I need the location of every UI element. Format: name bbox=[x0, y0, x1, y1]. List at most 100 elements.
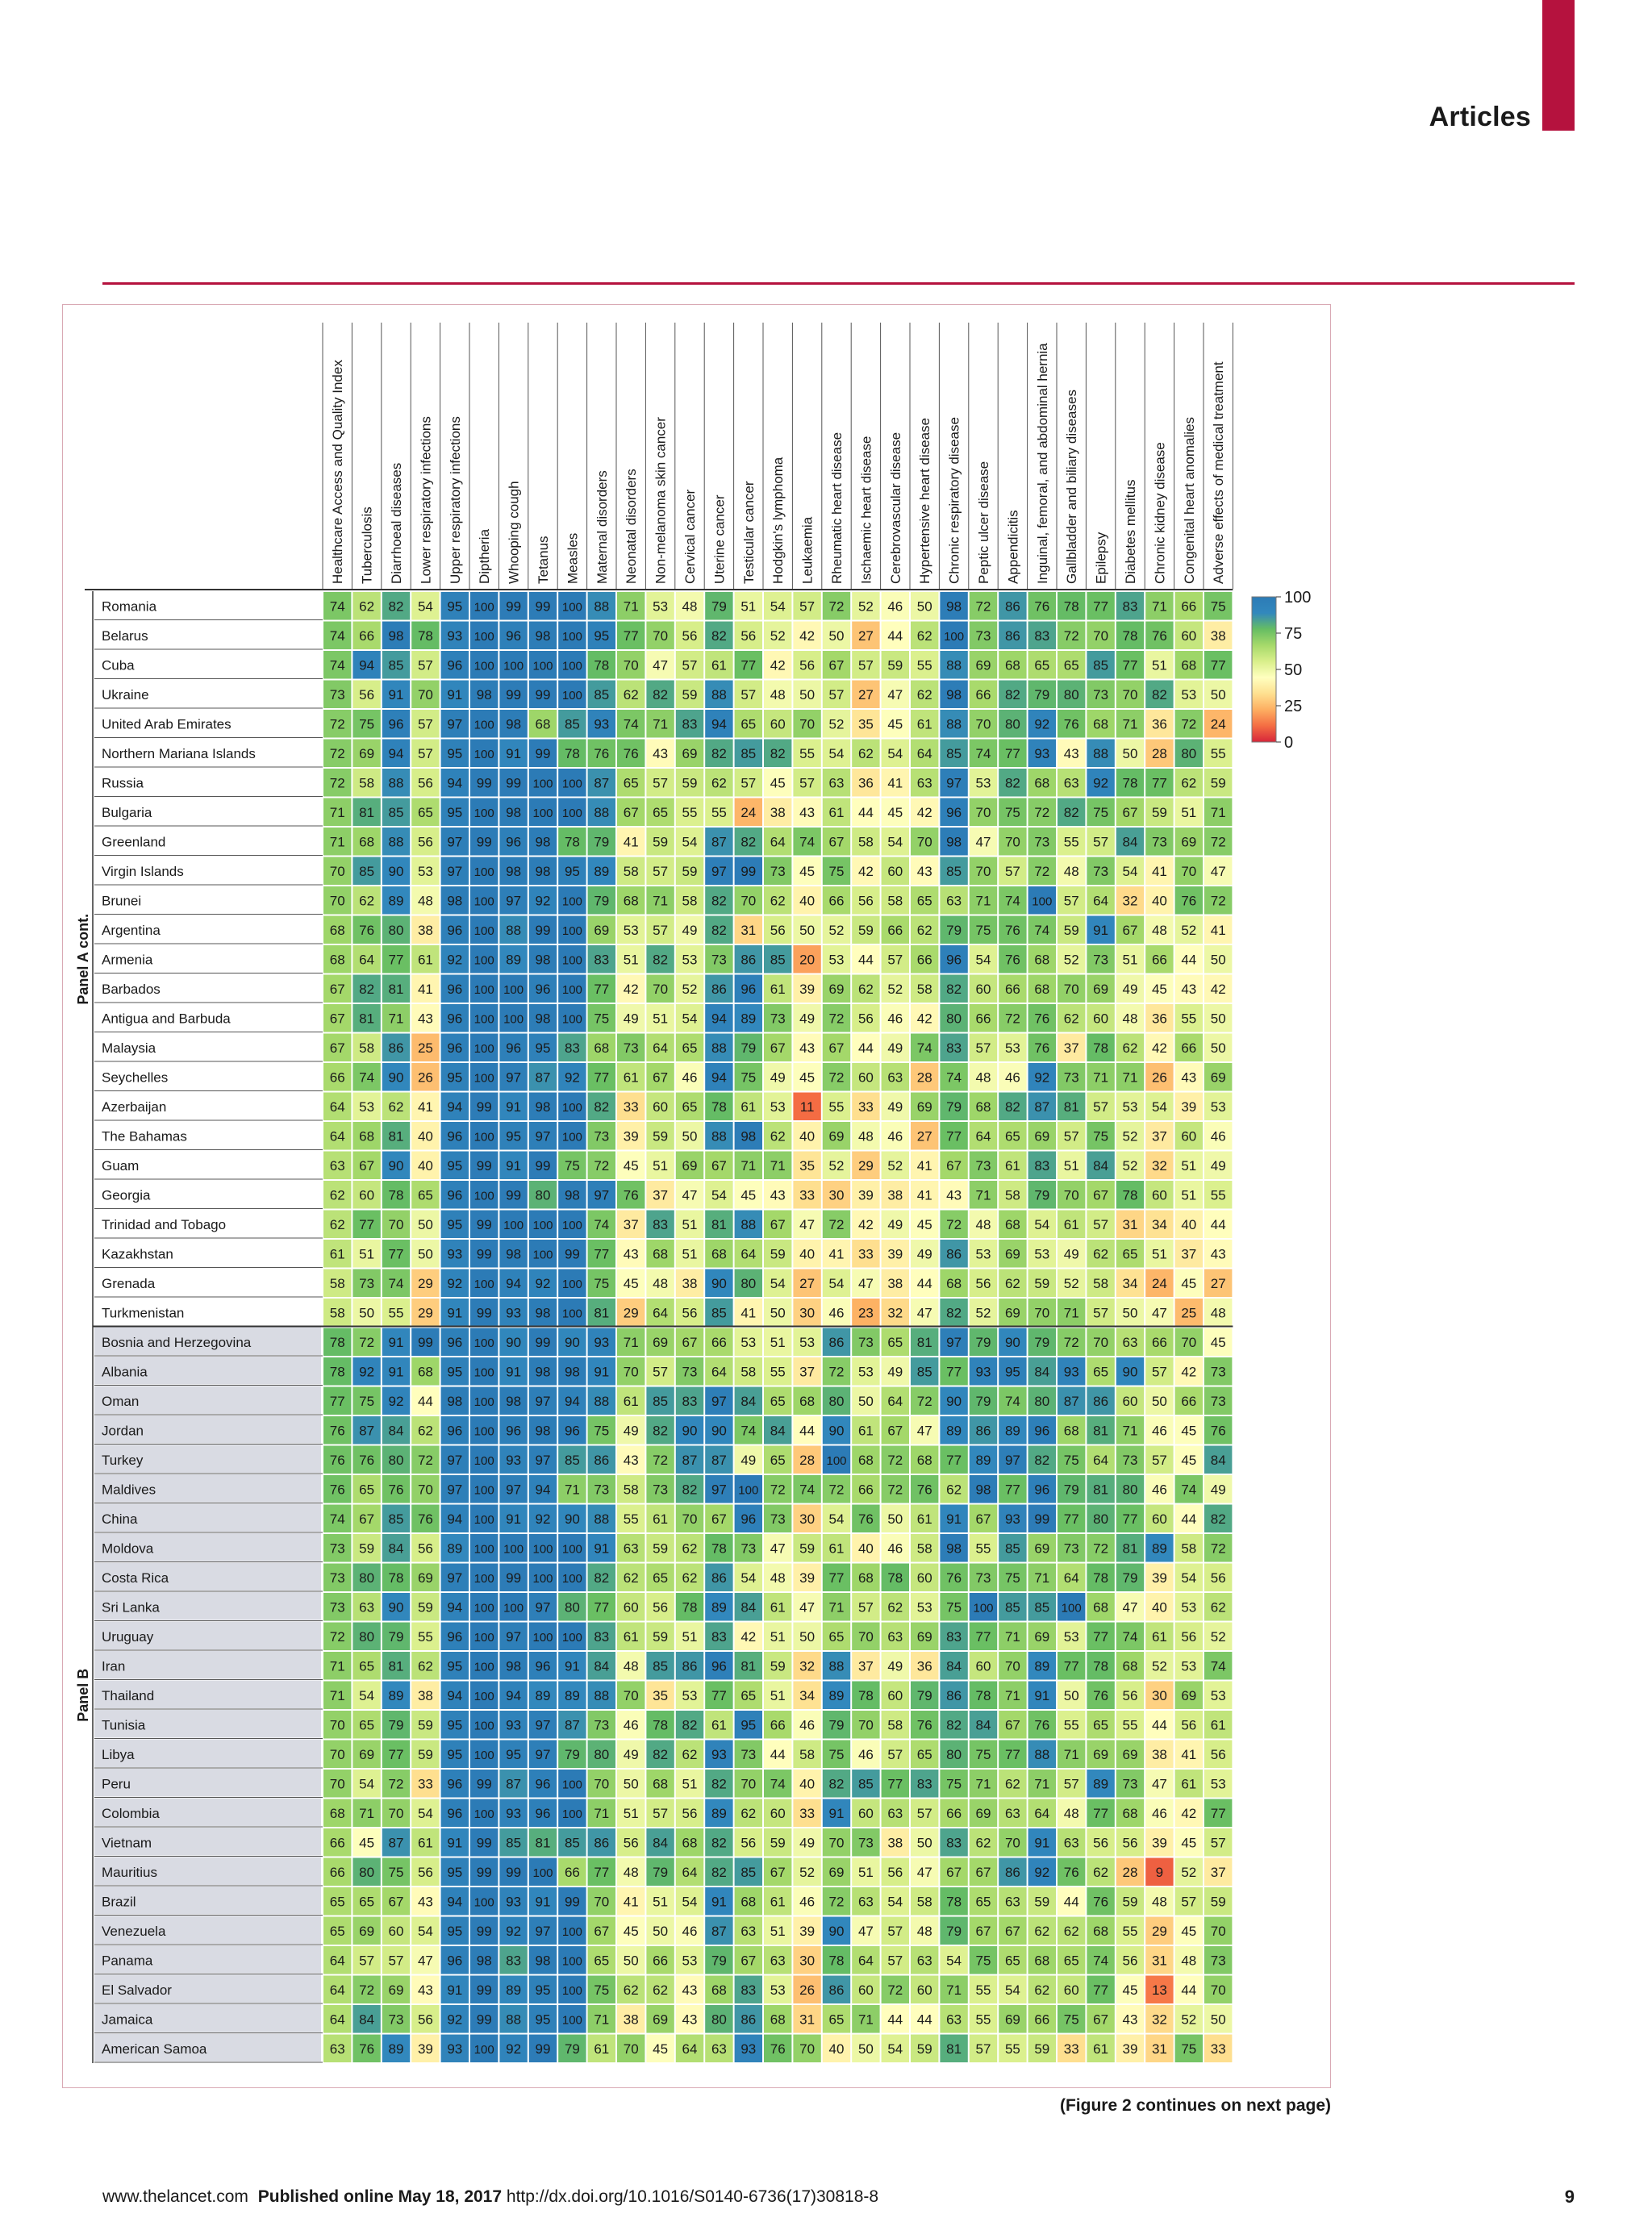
cell-value: 62 bbox=[624, 1570, 639, 1586]
heat-cell bbox=[939, 886, 969, 915]
heat-cell bbox=[557, 1533, 587, 1563]
heat-cell bbox=[733, 1769, 763, 1799]
cell-value: 62 bbox=[887, 1599, 903, 1615]
cell-value: 37 bbox=[1152, 1128, 1167, 1144]
heat-cell bbox=[499, 1739, 528, 1769]
cell-value: 45 bbox=[799, 1069, 815, 1085]
heat-cell bbox=[733, 1121, 763, 1151]
cell-value: 77 bbox=[1093, 598, 1108, 614]
heat-cell bbox=[1174, 768, 1204, 798]
cell-value: 68 bbox=[1093, 1924, 1108, 1939]
cell-value: 57 bbox=[887, 1747, 903, 1762]
cell-value: 57 bbox=[858, 1599, 874, 1615]
heat-cell bbox=[968, 1974, 999, 2004]
heat-cell bbox=[763, 768, 793, 798]
heat-cell bbox=[586, 1209, 616, 1239]
cell-value: 100 bbox=[562, 2013, 582, 2027]
cell-value: 69 bbox=[1034, 1629, 1049, 1645]
heat-cell bbox=[998, 1121, 1028, 1151]
heat-cell bbox=[998, 1621, 1028, 1651]
heat-cell bbox=[499, 944, 528, 974]
cell-value: 76 bbox=[858, 1511, 874, 1527]
heat-cell bbox=[323, 1562, 353, 1592]
cell-value: 44 bbox=[1181, 1982, 1196, 1998]
heat-cell bbox=[821, 827, 852, 857]
cell-value: 43 bbox=[1064, 746, 1079, 761]
cell-value: 81 bbox=[1093, 1482, 1108, 1497]
cell-value: 62 bbox=[1211, 1599, 1226, 1615]
cell-value: 63 bbox=[1064, 1835, 1079, 1850]
heat-cell bbox=[910, 1474, 940, 1504]
table-row: Iran 71 65 81 62 95 100 98 96 91 84 48 85 86 96 81 59 32 8… bbox=[94, 1651, 1233, 1681]
cell-value: 33 bbox=[1211, 2041, 1226, 2057]
heat-cell bbox=[440, 1739, 469, 1769]
heat-cell bbox=[323, 1386, 353, 1415]
heat-cell bbox=[674, 1592, 705, 1622]
heat-cell bbox=[1145, 1268, 1174, 1298]
column-header: Tetanus bbox=[536, 536, 551, 584]
cell-value: 62 bbox=[1064, 1011, 1079, 1026]
heat-cell bbox=[792, 1887, 822, 1916]
cell-value: 57 bbox=[799, 775, 815, 790]
row-label-shade bbox=[94, 1651, 321, 1679]
heat-cell bbox=[528, 768, 558, 798]
heat-cell bbox=[469, 1503, 499, 1533]
cell-value: 72 bbox=[1034, 805, 1049, 820]
cell-value: 100 bbox=[562, 1572, 582, 1586]
cell-value: 65 bbox=[1005, 1953, 1020, 1968]
cell-value: 38 bbox=[624, 2012, 639, 2027]
heat-cell bbox=[733, 1180, 763, 1210]
cell-value: 40 bbox=[1152, 893, 1167, 908]
cell-value: 57 bbox=[389, 1953, 404, 1968]
cell-value: 49 bbox=[624, 1423, 639, 1438]
footer-doi[interactable]: http://dx.doi.org/10.1016/S0140-6736(17)… bbox=[506, 2187, 879, 2206]
heat-cell bbox=[821, 1621, 852, 1651]
heat-cell bbox=[1057, 1503, 1087, 1533]
heat-cell bbox=[440, 1503, 469, 1533]
heat-cell bbox=[1057, 1121, 1087, 1151]
heat-cell bbox=[528, 738, 558, 768]
heat-cell bbox=[821, 2033, 852, 2063]
cell-value: 35 bbox=[799, 1158, 815, 1174]
row-label: Armenia bbox=[102, 952, 153, 967]
heat-cell bbox=[352, 1474, 382, 1504]
heat-cell bbox=[1086, 1327, 1116, 1357]
cell-value: 97 bbox=[946, 775, 962, 790]
heat-cell bbox=[1086, 1298, 1116, 1328]
heat-cell bbox=[998, 1474, 1028, 1504]
cell-value: 50 bbox=[1064, 1688, 1079, 1703]
heat-cell bbox=[998, 1592, 1028, 1622]
heat-cell bbox=[968, 856, 999, 886]
cell-value: 72 bbox=[829, 1217, 845, 1232]
heat-cell bbox=[880, 1621, 910, 1651]
cell-value: 99 bbox=[477, 2012, 492, 2027]
cell-value: 42 bbox=[1181, 1364, 1196, 1379]
heat-cell bbox=[1057, 1327, 1087, 1357]
heat-cell bbox=[557, 1974, 587, 2004]
cell-value: 89 bbox=[946, 1423, 962, 1438]
footer-site[interactable]: www.thelancet.com bbox=[102, 2187, 248, 2206]
heat-cell bbox=[880, 679, 910, 709]
heat-cell bbox=[763, 1091, 793, 1121]
cell-value: 70 bbox=[1034, 1305, 1049, 1320]
cell-value: 62 bbox=[917, 628, 932, 644]
column-header: Lower respiratory infections bbox=[418, 416, 433, 584]
heat-cell bbox=[704, 1268, 734, 1298]
cell-value: 50 bbox=[1211, 1040, 1226, 1056]
cell-value: 88 bbox=[711, 1040, 727, 1056]
heat-cell bbox=[792, 1239, 822, 1269]
cell-value: 75 bbox=[946, 1776, 962, 1791]
heat-cell bbox=[1115, 856, 1145, 886]
cell-value: 78 bbox=[1093, 1658, 1108, 1674]
heat-cell bbox=[674, 1739, 705, 1769]
cell-value: 69 bbox=[917, 1629, 932, 1645]
heat-cell bbox=[704, 1003, 734, 1033]
heat-cell bbox=[880, 1327, 910, 1357]
cell-value: 77 bbox=[711, 1688, 727, 1703]
cell-value: 67 bbox=[594, 1924, 609, 1939]
cell-value: 70 bbox=[330, 893, 345, 908]
cell-value: 62 bbox=[624, 687, 639, 703]
heat-cell bbox=[1115, 679, 1145, 709]
cell-value: 53 bbox=[917, 1599, 932, 1615]
cell-value: 73 bbox=[1211, 1364, 1226, 1379]
